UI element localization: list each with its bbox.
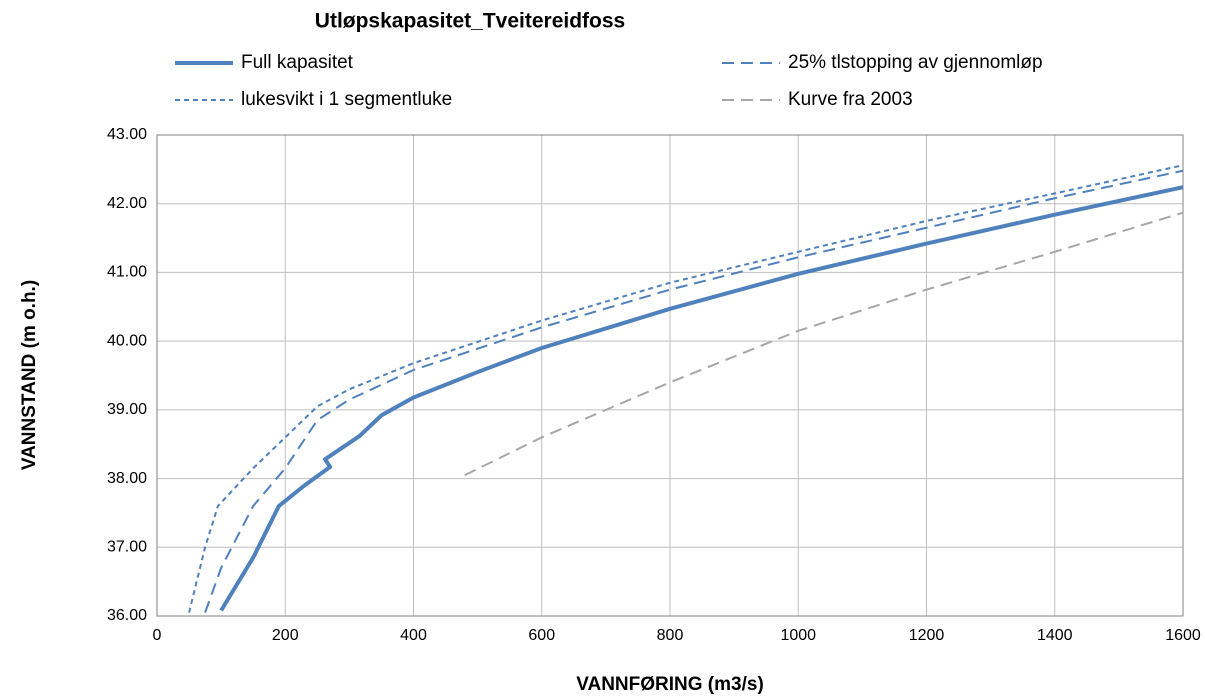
- x-tick-label: 0: [153, 627, 162, 644]
- x-tick-label: 1200: [909, 627, 945, 644]
- y-tick-label: 42.00: [107, 195, 147, 212]
- x-tick-label: 800: [657, 627, 684, 644]
- y-tick-label: 38.00: [107, 470, 147, 487]
- chart-title: Utløpskapasitet_Tveitereidfoss: [315, 10, 625, 33]
- x-tick-label: 400: [400, 627, 427, 644]
- y-tick-label: 43.00: [107, 126, 147, 143]
- legend-label: lukesvikt i 1 segmentluke: [241, 89, 452, 110]
- y-tick-label: 37.00: [107, 539, 147, 556]
- line-series: [464, 211, 1184, 477]
- x-tick-label: 1000: [780, 627, 816, 644]
- y-tick-label: 36.00: [107, 607, 147, 624]
- y-tick-label: 41.00: [107, 264, 147, 281]
- x-tick-label: 600: [528, 627, 555, 644]
- y-tick-label: 40.00: [107, 332, 147, 349]
- line-series: [219, 185, 1184, 612]
- legend-label: Kurve fra 2003: [788, 89, 913, 110]
- line-series: [188, 164, 1184, 613]
- legend-label: Full kapasitet: [241, 52, 354, 73]
- line-series: [204, 169, 1184, 613]
- x-axis-title: VANNFØRING (m3/s): [576, 674, 764, 695]
- x-tick-label: 1400: [1037, 627, 1073, 644]
- x-tick-label: 200: [272, 627, 299, 644]
- plot-frame: [156, 134, 1184, 617]
- legend-label: 25% tlstopping av gjennomløp: [788, 52, 1043, 73]
- x-tick-label: 1600: [1165, 627, 1201, 644]
- y-axis-title: VANNSTAND (m o.h.): [19, 280, 40, 470]
- y-tick-label: 39.00: [107, 401, 147, 418]
